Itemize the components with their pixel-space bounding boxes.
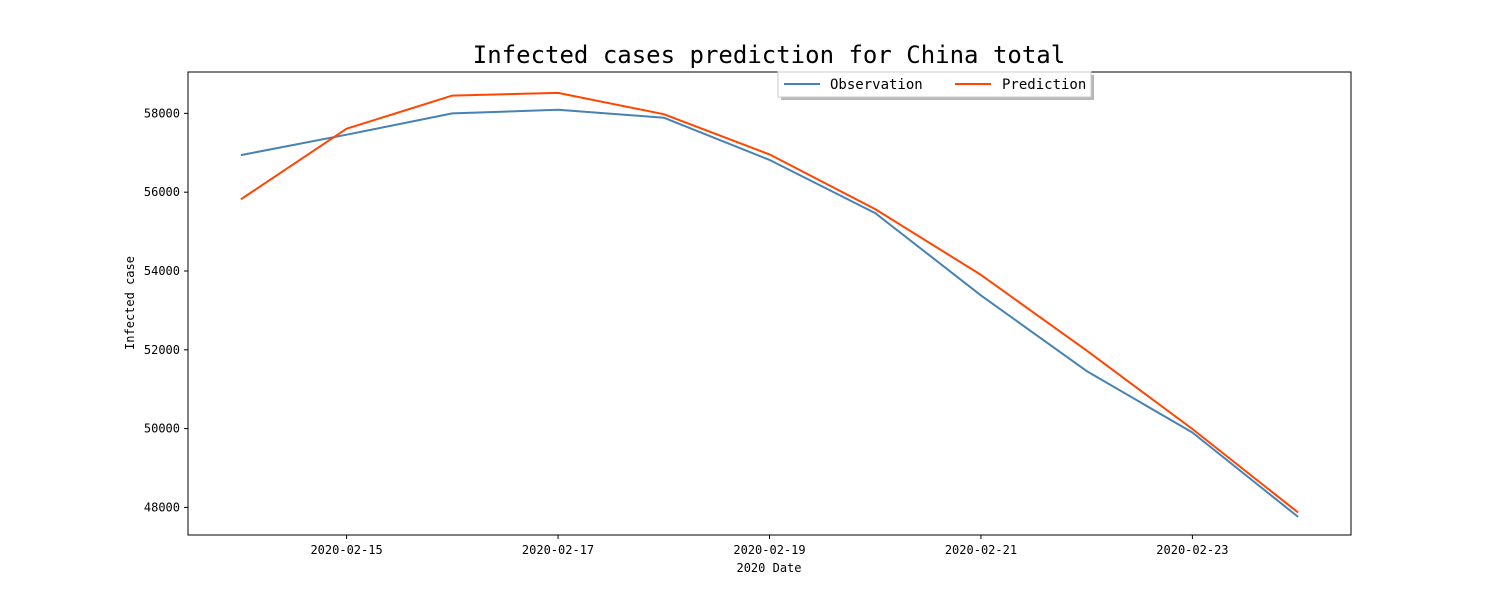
x-axis: 2020-02-15 2020-02-17 2020-02-19 2020-02-21… xyxy=(310,535,1229,557)
chart-title: Infected cases prediction for China tota… xyxy=(473,41,1065,69)
y-tick-label: 54000 xyxy=(144,264,180,278)
y-tick-label: 58000 xyxy=(144,106,180,120)
y-axis-label: Infected case xyxy=(123,256,137,350)
y-tick-label: 52000 xyxy=(144,343,180,357)
plot-area xyxy=(187,71,1352,536)
x-tick-label: 2020-02-17 xyxy=(522,543,594,557)
series-line-prediction xyxy=(240,91,1299,514)
x-tick-label: 2020-02-15 xyxy=(310,543,382,557)
y-tick-label: 56000 xyxy=(144,185,180,199)
series-line-observation xyxy=(240,108,1299,518)
x-axis-label: 2020 Date xyxy=(736,561,801,575)
legend-label-observation: Observation xyxy=(830,77,923,93)
x-tick-label: 2020-02-21 xyxy=(945,543,1017,557)
series-lines xyxy=(240,91,1299,518)
x-tick-label: 2020-02-23 xyxy=(1156,543,1228,557)
y-tick-label: 48000 xyxy=(144,500,180,514)
legend: Observation Prediction xyxy=(777,71,1094,100)
x-tick-label: 2020-02-19 xyxy=(733,543,805,557)
legend-box xyxy=(777,71,1092,98)
y-tick-label: 50000 xyxy=(144,422,180,436)
legend-label-prediction: Prediction xyxy=(1002,77,1086,93)
y-axis: 48000 50000 52000 54000 56000 58000 xyxy=(144,106,188,514)
